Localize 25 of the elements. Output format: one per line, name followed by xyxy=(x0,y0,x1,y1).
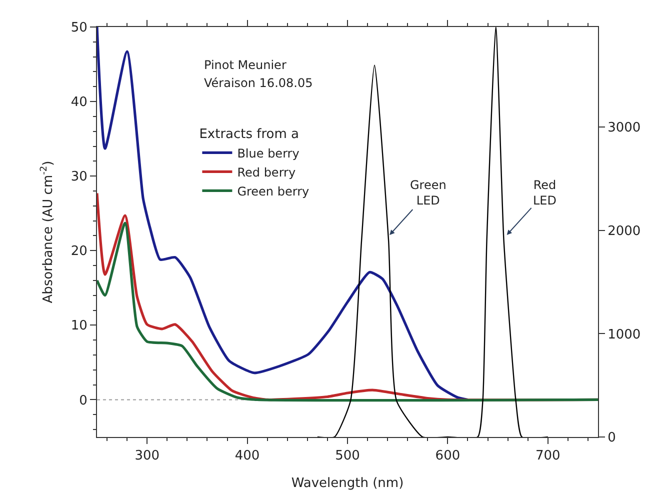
y-tick-label: 30 xyxy=(70,170,88,185)
x-tick-label: 600 xyxy=(435,448,460,464)
y2-tick-label: 2000 xyxy=(608,224,641,239)
x-tick-label: 700 xyxy=(535,448,560,464)
y-tick-label: 0 xyxy=(79,393,88,408)
y-tick-label: 10 xyxy=(70,318,88,334)
y2-tick-label: 0 xyxy=(608,430,616,446)
annotation: Véraison 16.08.05 xyxy=(204,76,313,90)
x-tick-label: 500 xyxy=(335,448,360,464)
x-tick-label: 300 xyxy=(134,448,160,464)
annotation: Green LED xyxy=(410,178,446,208)
y2-tick-label: 3000 xyxy=(608,120,641,136)
legend-label: Blue berry xyxy=(237,146,300,160)
legend-label: Red berry xyxy=(237,165,296,180)
annotation: Pinot Meunier xyxy=(204,58,286,72)
annotation: Red LED xyxy=(533,178,557,208)
legend-label: Green berry xyxy=(237,184,310,198)
y-tick-label: 40 xyxy=(70,95,88,110)
x-tick-label: 400 xyxy=(234,448,260,464)
y-tick-label: 50 xyxy=(70,20,88,36)
y-tick-label: 20 xyxy=(70,244,88,260)
y2-tick-label: 1000 xyxy=(608,327,641,342)
line-series xyxy=(97,27,470,402)
x-axis-title: Wavelength (nm) xyxy=(291,476,404,492)
legend-title: Extracts from a xyxy=(199,127,300,142)
